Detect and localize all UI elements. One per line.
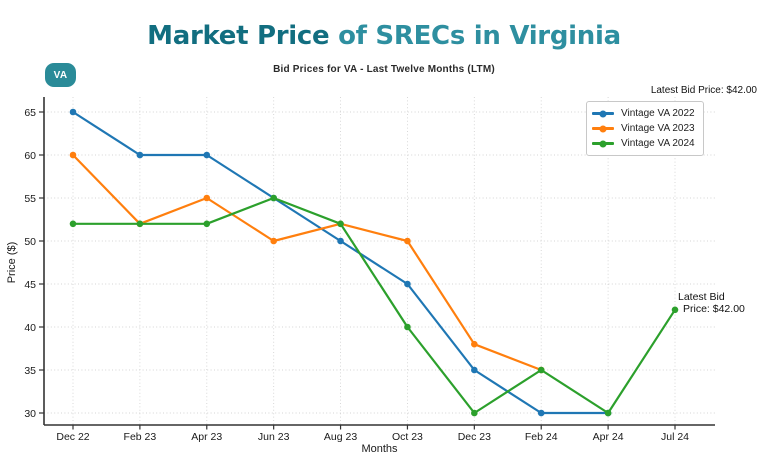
data-point-marker [69,220,77,228]
data-point-marker [69,108,77,116]
series-line [72,154,542,372]
latest-bid-annotation: Latest Bid Price: $42.00 [678,291,745,315]
data-point-marker [136,220,144,228]
data-point-marker [69,151,77,159]
page-title: Market Price of SRECs in Virginia [0,21,768,51]
y-tick-label: 50 [24,236,36,248]
page-title-emphasis: Market Price [147,21,330,51]
data-point-marker [270,237,277,245]
series-vintage-va-2022 [69,108,612,417]
chart-subtitle: Bid Prices for VA - Last Twelve Months (… [273,64,495,75]
y-axis-label: Price ($) [6,242,18,284]
annotation-line1: Latest Bid [678,291,725,303]
series-line [73,196,676,415]
data-point-marker [471,340,478,348]
legend-item-vintage-va-2024: Vintage VA 2024 [592,136,695,151]
data-point-marker [203,194,211,202]
series-vintage-va-2023 [69,151,545,374]
y-tick-label: 65 [24,107,36,119]
x-tick-label: Dec 23 [458,431,491,443]
state-badge: VA [45,63,76,87]
legend-item-vintage-va-2022: Vintage VA 2022 [592,106,695,121]
x-axis-label: Months [361,443,398,455]
legend-dot-icon [599,110,607,117]
x-tick-label: Feb 24 [525,431,558,443]
x-tick-label: Apr 23 [191,431,222,443]
legend-line-marker-icon [592,125,614,132]
data-point-marker [537,409,545,417]
data-point-marker [203,220,211,228]
data-point-marker [337,237,344,245]
legend-dot-icon [599,140,607,147]
legend-label: Vintage VA 2024 [621,138,695,149]
legend-line-marker-icon [592,110,614,117]
legend-line-marker-icon [592,140,614,147]
legend-dot-icon [599,125,607,132]
data-point-marker [270,194,277,202]
x-tick-label: Jun 23 [258,431,290,443]
y-tick-label: 35 [24,365,36,377]
y-tick-label: 60 [24,150,36,162]
legend-label: Vintage VA 2023 [621,123,695,134]
x-tick-label: Dec 22 [56,431,89,443]
latest-bid-price-label: Latest Bid Price: $42.00 [650,85,757,96]
x-tick-label: Aug 23 [324,431,357,443]
chart-legend: Vintage VA 2022 Vintage VA 2023 Vintage VA… [586,101,704,156]
data-point-marker [671,306,679,314]
data-point-marker [404,237,411,245]
data-point-marker [471,366,478,374]
x-tick-label: Jul 24 [661,431,689,443]
data-point-marker [404,323,411,331]
page-title-rest: of SRECs in Virginia [329,21,621,51]
y-tick-label: 40 [24,322,36,334]
series-line [72,111,609,415]
annotation-line2: Price: $42.00 [683,302,745,315]
x-tick-label: Apr 24 [593,431,624,443]
data-point-marker [404,280,411,288]
data-point-marker [337,220,344,228]
data-point-marker [537,366,545,374]
data-point-marker [604,409,612,417]
data-point-marker [203,151,211,159]
y-tick-label: 45 [24,279,36,291]
y-tick-label: 30 [24,408,36,420]
data-point-marker [136,151,144,159]
legend-label: Vintage VA 2022 [621,108,695,119]
legend-item-vintage-va-2023: Vintage VA 2023 [592,121,695,136]
x-tick-label: Oct 23 [392,431,423,443]
data-point-marker [471,409,478,417]
x-tick-label: Feb 23 [124,431,157,443]
y-tick-label: 55 [24,193,36,205]
series-vintage-va-2024 [69,194,679,417]
